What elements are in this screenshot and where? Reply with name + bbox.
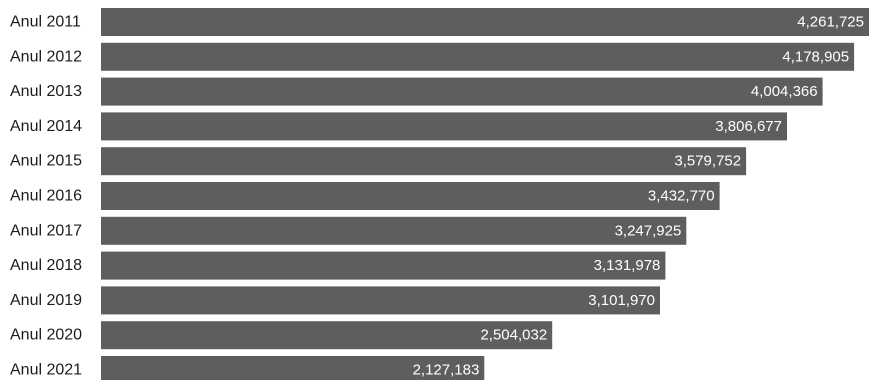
data-label: 4,004,366 (751, 83, 818, 100)
bar-anul-2011 (101, 8, 869, 36)
category-labels-group: Anul 2011 Anul 2012 Anul 2013 Anul 2014 Anul… (10, 14, 82, 379)
data-label: 3,806,677 (715, 118, 782, 135)
bars-group (101, 8, 869, 380)
category-label: Anul 2012 (10, 48, 82, 65)
category-label: Anul 2013 (10, 83, 82, 100)
bar-anul-2019 (101, 286, 660, 315)
bar-anul-2012 (101, 42, 855, 71)
category-label: Anul 2020 (10, 327, 82, 344)
bar-anul-2015 (101, 147, 747, 176)
category-label: Anul 2021 (10, 362, 82, 379)
bar-anul-2016 (101, 182, 720, 210)
category-label: Anul 2017 (10, 222, 82, 239)
category-label: Anul 2016 (10, 188, 82, 205)
category-label: Anul 2014 (10, 118, 82, 135)
data-label: 3,247,925 (615, 222, 682, 239)
data-label: 2,504,032 (480, 327, 547, 344)
bar-anul-2018 (101, 251, 666, 280)
value-labels-group: 4,261,725 4,178,905 4,004,366 3,806,677 3,57… (413, 14, 864, 379)
bar-anul-2017 (101, 216, 687, 245)
data-label: 4,178,905 (782, 48, 849, 65)
bar-anul-2020 (101, 321, 553, 350)
category-label: Anul 2011 (10, 14, 81, 31)
category-label: Anul 2015 (10, 153, 82, 170)
data-label: 4,261,725 (797, 14, 864, 31)
bar-anul-2013 (101, 77, 823, 106)
data-label: 3,432,770 (648, 188, 715, 205)
category-label: Anul 2019 (10, 292, 82, 309)
data-label: 3,579,752 (674, 153, 741, 170)
bar-anul-2014 (101, 112, 787, 141)
bar-anul-2021 (101, 356, 485, 380)
data-label: 2,127,183 (413, 362, 480, 379)
data-label: 3,131,978 (594, 257, 661, 274)
category-label: Anul 2018 (10, 257, 82, 274)
data-label: 3,101,970 (588, 292, 655, 309)
